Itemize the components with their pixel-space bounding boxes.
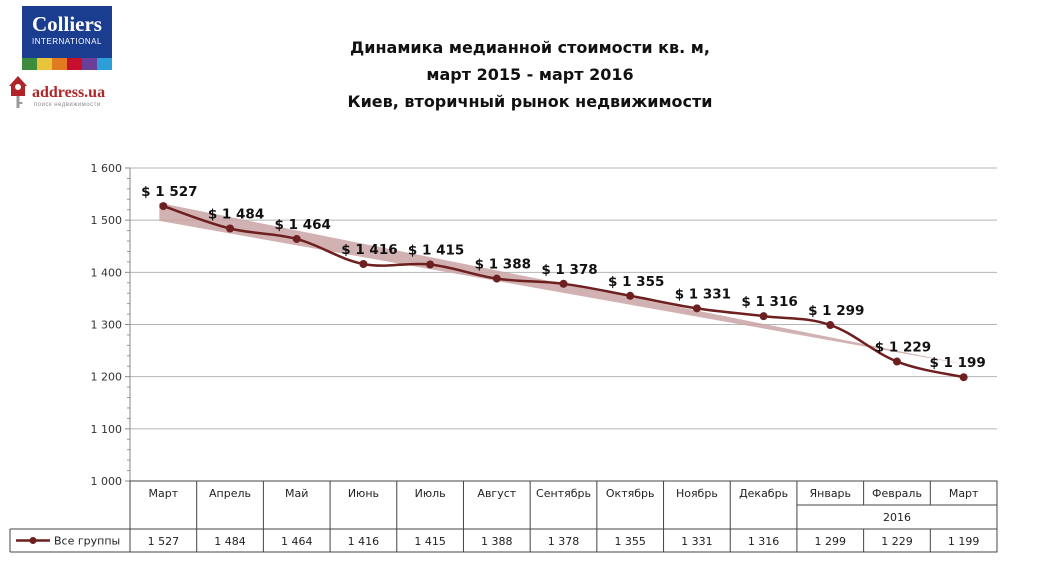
data-point xyxy=(226,224,235,233)
chart-title-line-3: Киев, вторичный рынок недвижимости xyxy=(347,92,713,111)
x-category-label: Июль xyxy=(415,487,446,500)
chart-title-line-2: март 2015 - март 2016 xyxy=(426,65,634,84)
x-category-label: Январь xyxy=(810,487,852,500)
y-tick-label: 1 200 xyxy=(91,371,123,384)
data-point xyxy=(159,202,168,211)
address-logo: address.ua поиск недвижимости xyxy=(6,72,132,112)
data-point xyxy=(892,357,901,366)
x-category-label: Декабрь xyxy=(739,487,788,500)
legend-marker xyxy=(29,537,37,544)
colliers-logo-stripe xyxy=(22,58,112,70)
data-table-value: 1 415 xyxy=(414,535,446,548)
trendline xyxy=(159,202,968,365)
x-category-label: Октябрь xyxy=(606,487,655,500)
data-point xyxy=(826,321,835,330)
x-category-label: Сентябрь xyxy=(536,487,591,500)
data-label: $ 1 299 xyxy=(808,303,864,319)
data-label: $ 1 378 xyxy=(541,262,597,278)
data-point xyxy=(759,312,768,321)
x-category-label: Май xyxy=(285,487,308,500)
data-point xyxy=(559,279,568,288)
y-tick-label: 1 400 xyxy=(91,266,123,279)
y-tick-label: 1 500 xyxy=(91,214,123,227)
house-key-icon xyxy=(9,76,27,108)
data-table-value: 1 416 xyxy=(348,535,380,548)
x-group-label: 2016 xyxy=(883,511,911,524)
y-tick-label: 1 300 xyxy=(91,319,123,332)
data-label: $ 1 316 xyxy=(741,294,797,310)
data-label: $ 1 484 xyxy=(208,207,264,223)
data-table-value: 1 229 xyxy=(881,535,913,548)
data-table-value: 1 331 xyxy=(681,535,713,548)
address-logo-name: address.ua xyxy=(32,84,106,101)
colliers-logo-name: Colliers xyxy=(32,12,102,36)
data-label: $ 1 527 xyxy=(141,184,197,200)
data-table-frame xyxy=(129,480,998,553)
data-label: $ 1 415 xyxy=(408,243,464,259)
data-label: $ 1 388 xyxy=(475,257,531,273)
data-table-value: 1 484 xyxy=(214,535,246,548)
chart-title: Динамика медианной стоимости кв. м, март… xyxy=(300,34,760,115)
x-category-label: Март xyxy=(949,487,979,500)
x-category-label: Ноябрь xyxy=(676,487,718,500)
data-table-value: 1 355 xyxy=(614,535,646,548)
data-point xyxy=(959,373,968,382)
y-tick-label: 1 000 xyxy=(91,475,123,488)
data-point xyxy=(492,274,501,283)
colliers-logo: Colliers INTERNATIONAL xyxy=(22,6,112,70)
data-table-value: 1 316 xyxy=(748,535,780,548)
data-point xyxy=(426,260,435,269)
data-label: $ 1 355 xyxy=(608,274,664,290)
data-table-value: 1 299 xyxy=(815,535,847,548)
data-table-value: 1 378 xyxy=(548,535,580,548)
data-table-value: 1 388 xyxy=(481,535,513,548)
data-table-value: 1 527 xyxy=(148,535,180,548)
data-point xyxy=(692,304,701,313)
x-category-label: Июнь xyxy=(348,487,379,500)
y-tick-label: 1 100 xyxy=(91,423,123,436)
legend-series-name: Все группы xyxy=(54,535,120,548)
data-table-value: 1 464 xyxy=(281,535,313,548)
chart-title-line-1: Динамика медианной стоимости кв. м, xyxy=(350,38,710,57)
colliers-logo-sub: INTERNATIONAL xyxy=(32,37,102,46)
x-category-label: Март xyxy=(149,487,179,500)
data-point xyxy=(626,291,635,300)
data-label: $ 1 416 xyxy=(341,242,397,258)
y-tick-label: 1 600 xyxy=(91,162,123,175)
x-category-label: Август xyxy=(477,487,516,500)
x-category-label: Апрель xyxy=(209,487,251,500)
address-logo-sub: поиск недвижимости xyxy=(34,102,101,108)
data-label: $ 1 199 xyxy=(929,355,985,371)
x-category-label: Февраль xyxy=(872,487,922,500)
data-label: $ 1 229 xyxy=(875,340,931,356)
data-point xyxy=(292,234,301,243)
data-point xyxy=(359,259,368,268)
data-table-value: 1 199 xyxy=(948,535,980,548)
data-label: $ 1 331 xyxy=(675,286,731,302)
data-label: $ 1 464 xyxy=(275,217,331,233)
